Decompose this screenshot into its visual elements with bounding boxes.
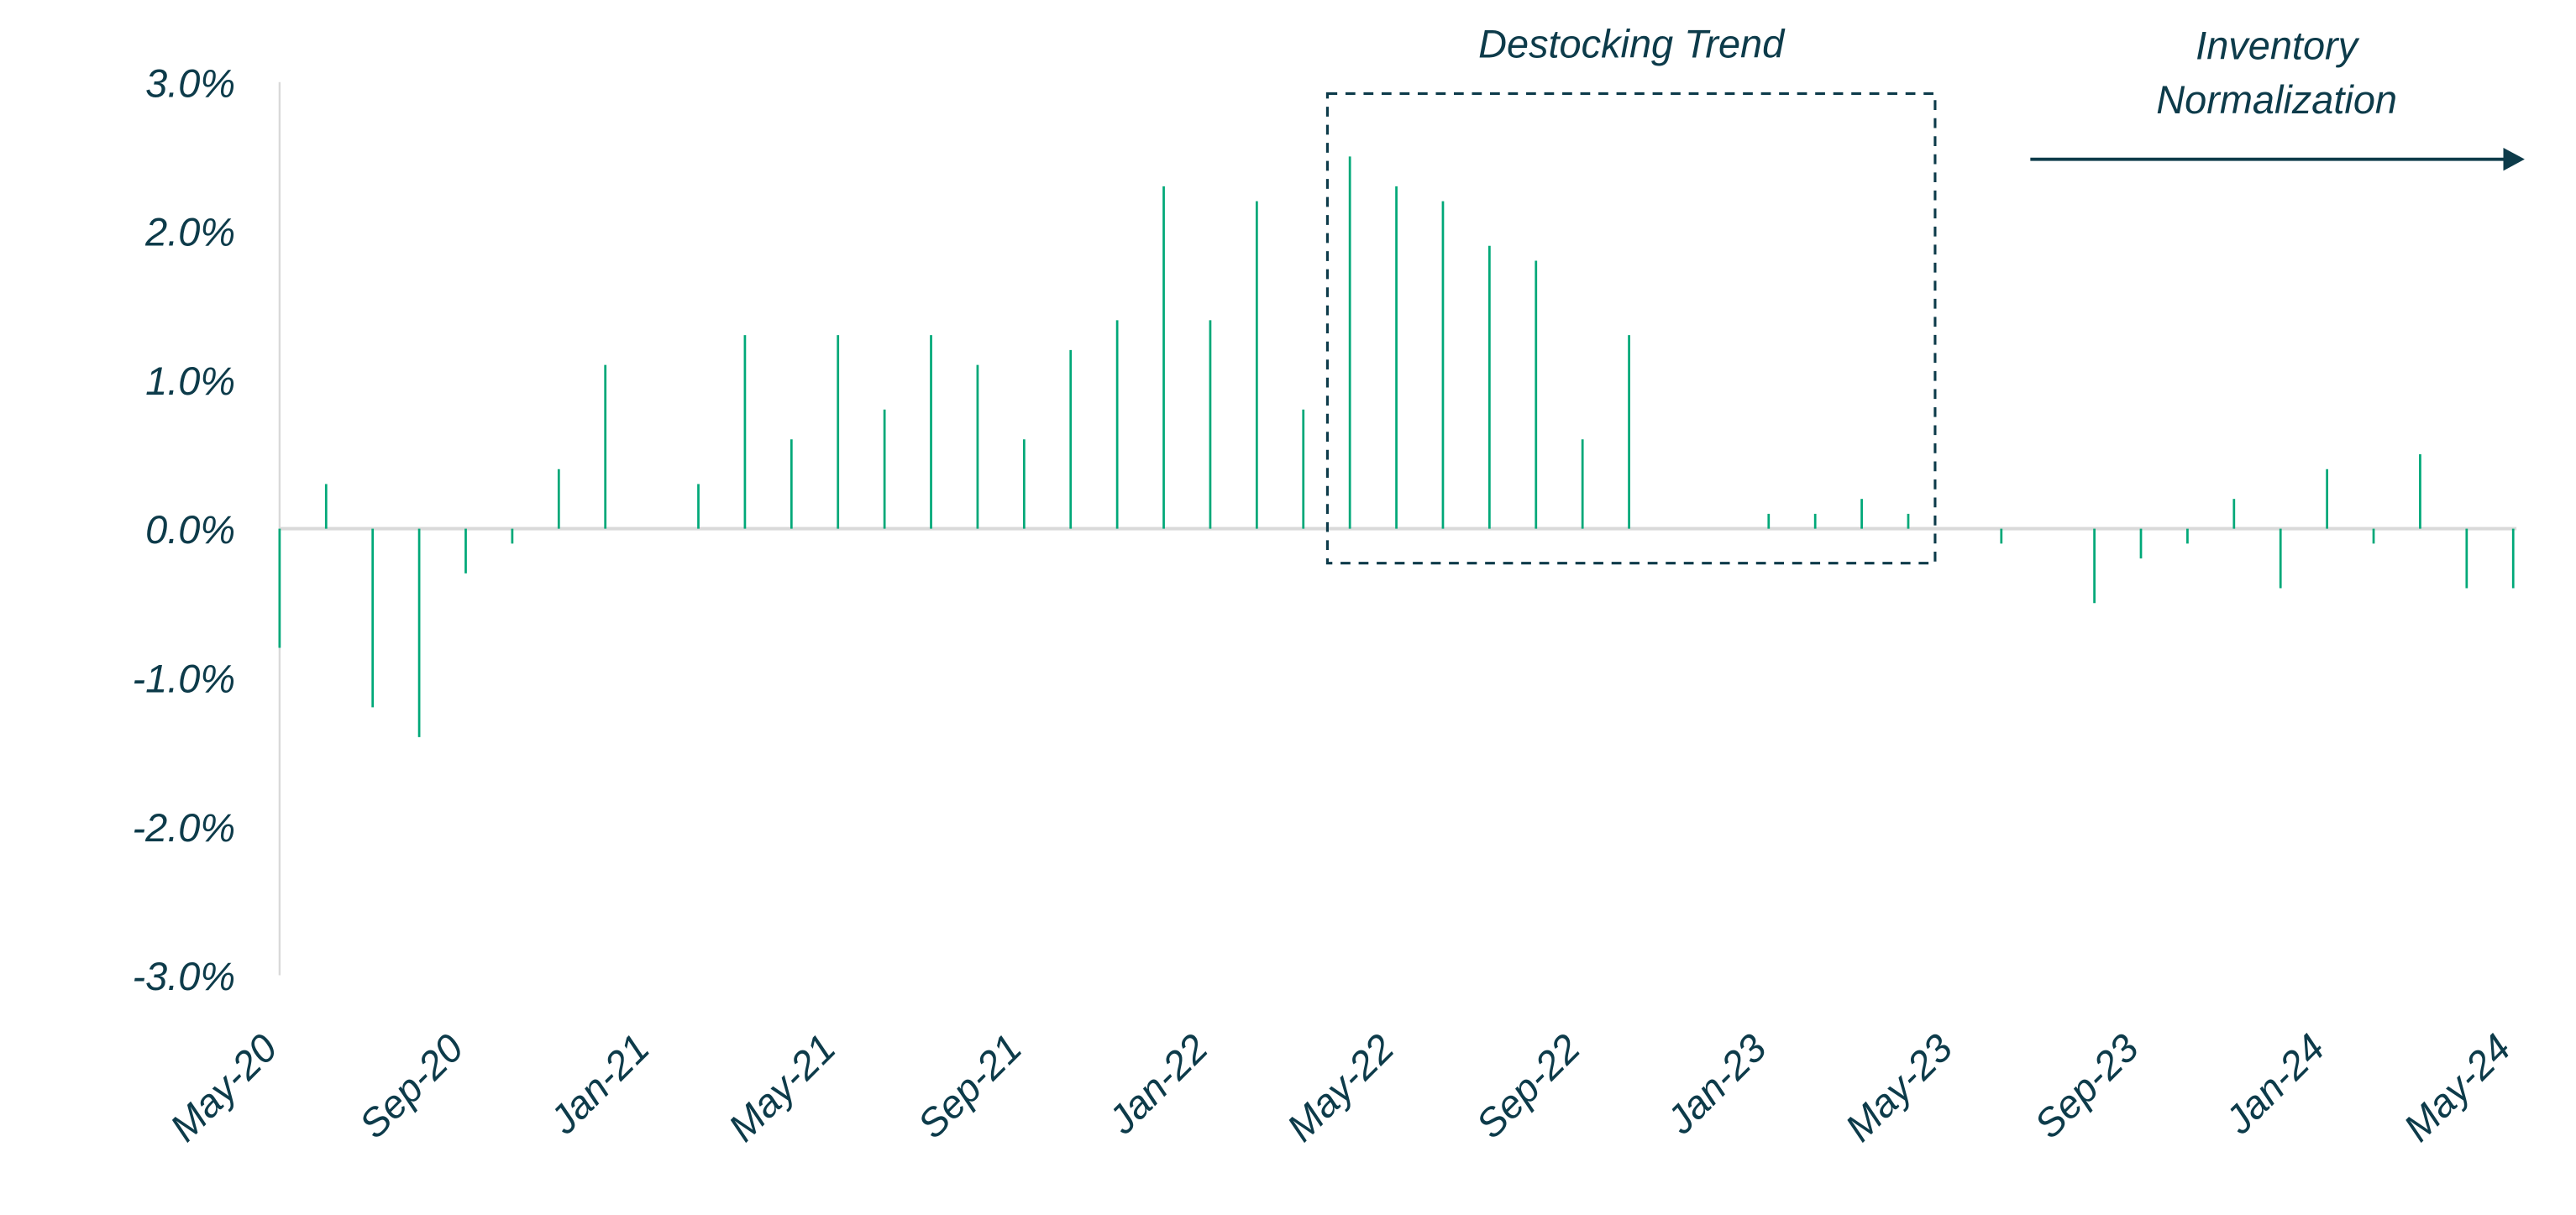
y-tick-label: 2.0% [144, 211, 235, 254]
x-tick-label: Jan-23 [1658, 1026, 1775, 1143]
destocking-label: Destocking Trend [1478, 22, 1786, 65]
x-tick-label: Sep-21 [910, 1026, 1031, 1147]
x-tick-label: Sep-23 [2026, 1026, 2147, 1147]
y-tick-labels: 3.0% 2.0% 1.0% 0.0% -1.0% -2.0% -3.0% [133, 61, 236, 998]
x-tick-label: Jan-24 [2217, 1026, 2333, 1143]
destocking-box [1325, 92, 1937, 565]
x-tick-label: May-20 [162, 1026, 286, 1150]
x-tick-labels: May-20 Sep-20 Jan-21 May-21 Sep-21 Jan-22 May-… [162, 1026, 2520, 1150]
normalization-label-line2: Normalization [2156, 78, 2397, 122]
y-tick-label: -1.0% [133, 657, 236, 701]
y-tick-label: 0.0% [145, 508, 235, 552]
y-tick-label: 1.0% [145, 359, 235, 403]
x-tick-label: May-21 [720, 1026, 843, 1150]
normalization-label-line1: Inventory [2196, 24, 2359, 67]
bars [278, 156, 2515, 737]
y-tick-label: -3.0% [133, 955, 236, 998]
x-tick-label: May-22 [1278, 1026, 1402, 1150]
x-tick-label: Jan-21 [541, 1026, 658, 1143]
y-tick-label: -2.0% [133, 806, 236, 850]
x-tick-label: May-24 [2395, 1026, 2519, 1150]
x-tick-label: Sep-20 [351, 1026, 472, 1147]
x-tick-label: Sep-22 [1468, 1026, 1589, 1147]
arrow-head-icon [2503, 147, 2525, 171]
y-tick-label: 3.0% [145, 61, 235, 105]
x-tick-label: May-23 [1837, 1026, 1960, 1150]
x-tick-label: Jan-22 [1099, 1026, 1216, 1143]
